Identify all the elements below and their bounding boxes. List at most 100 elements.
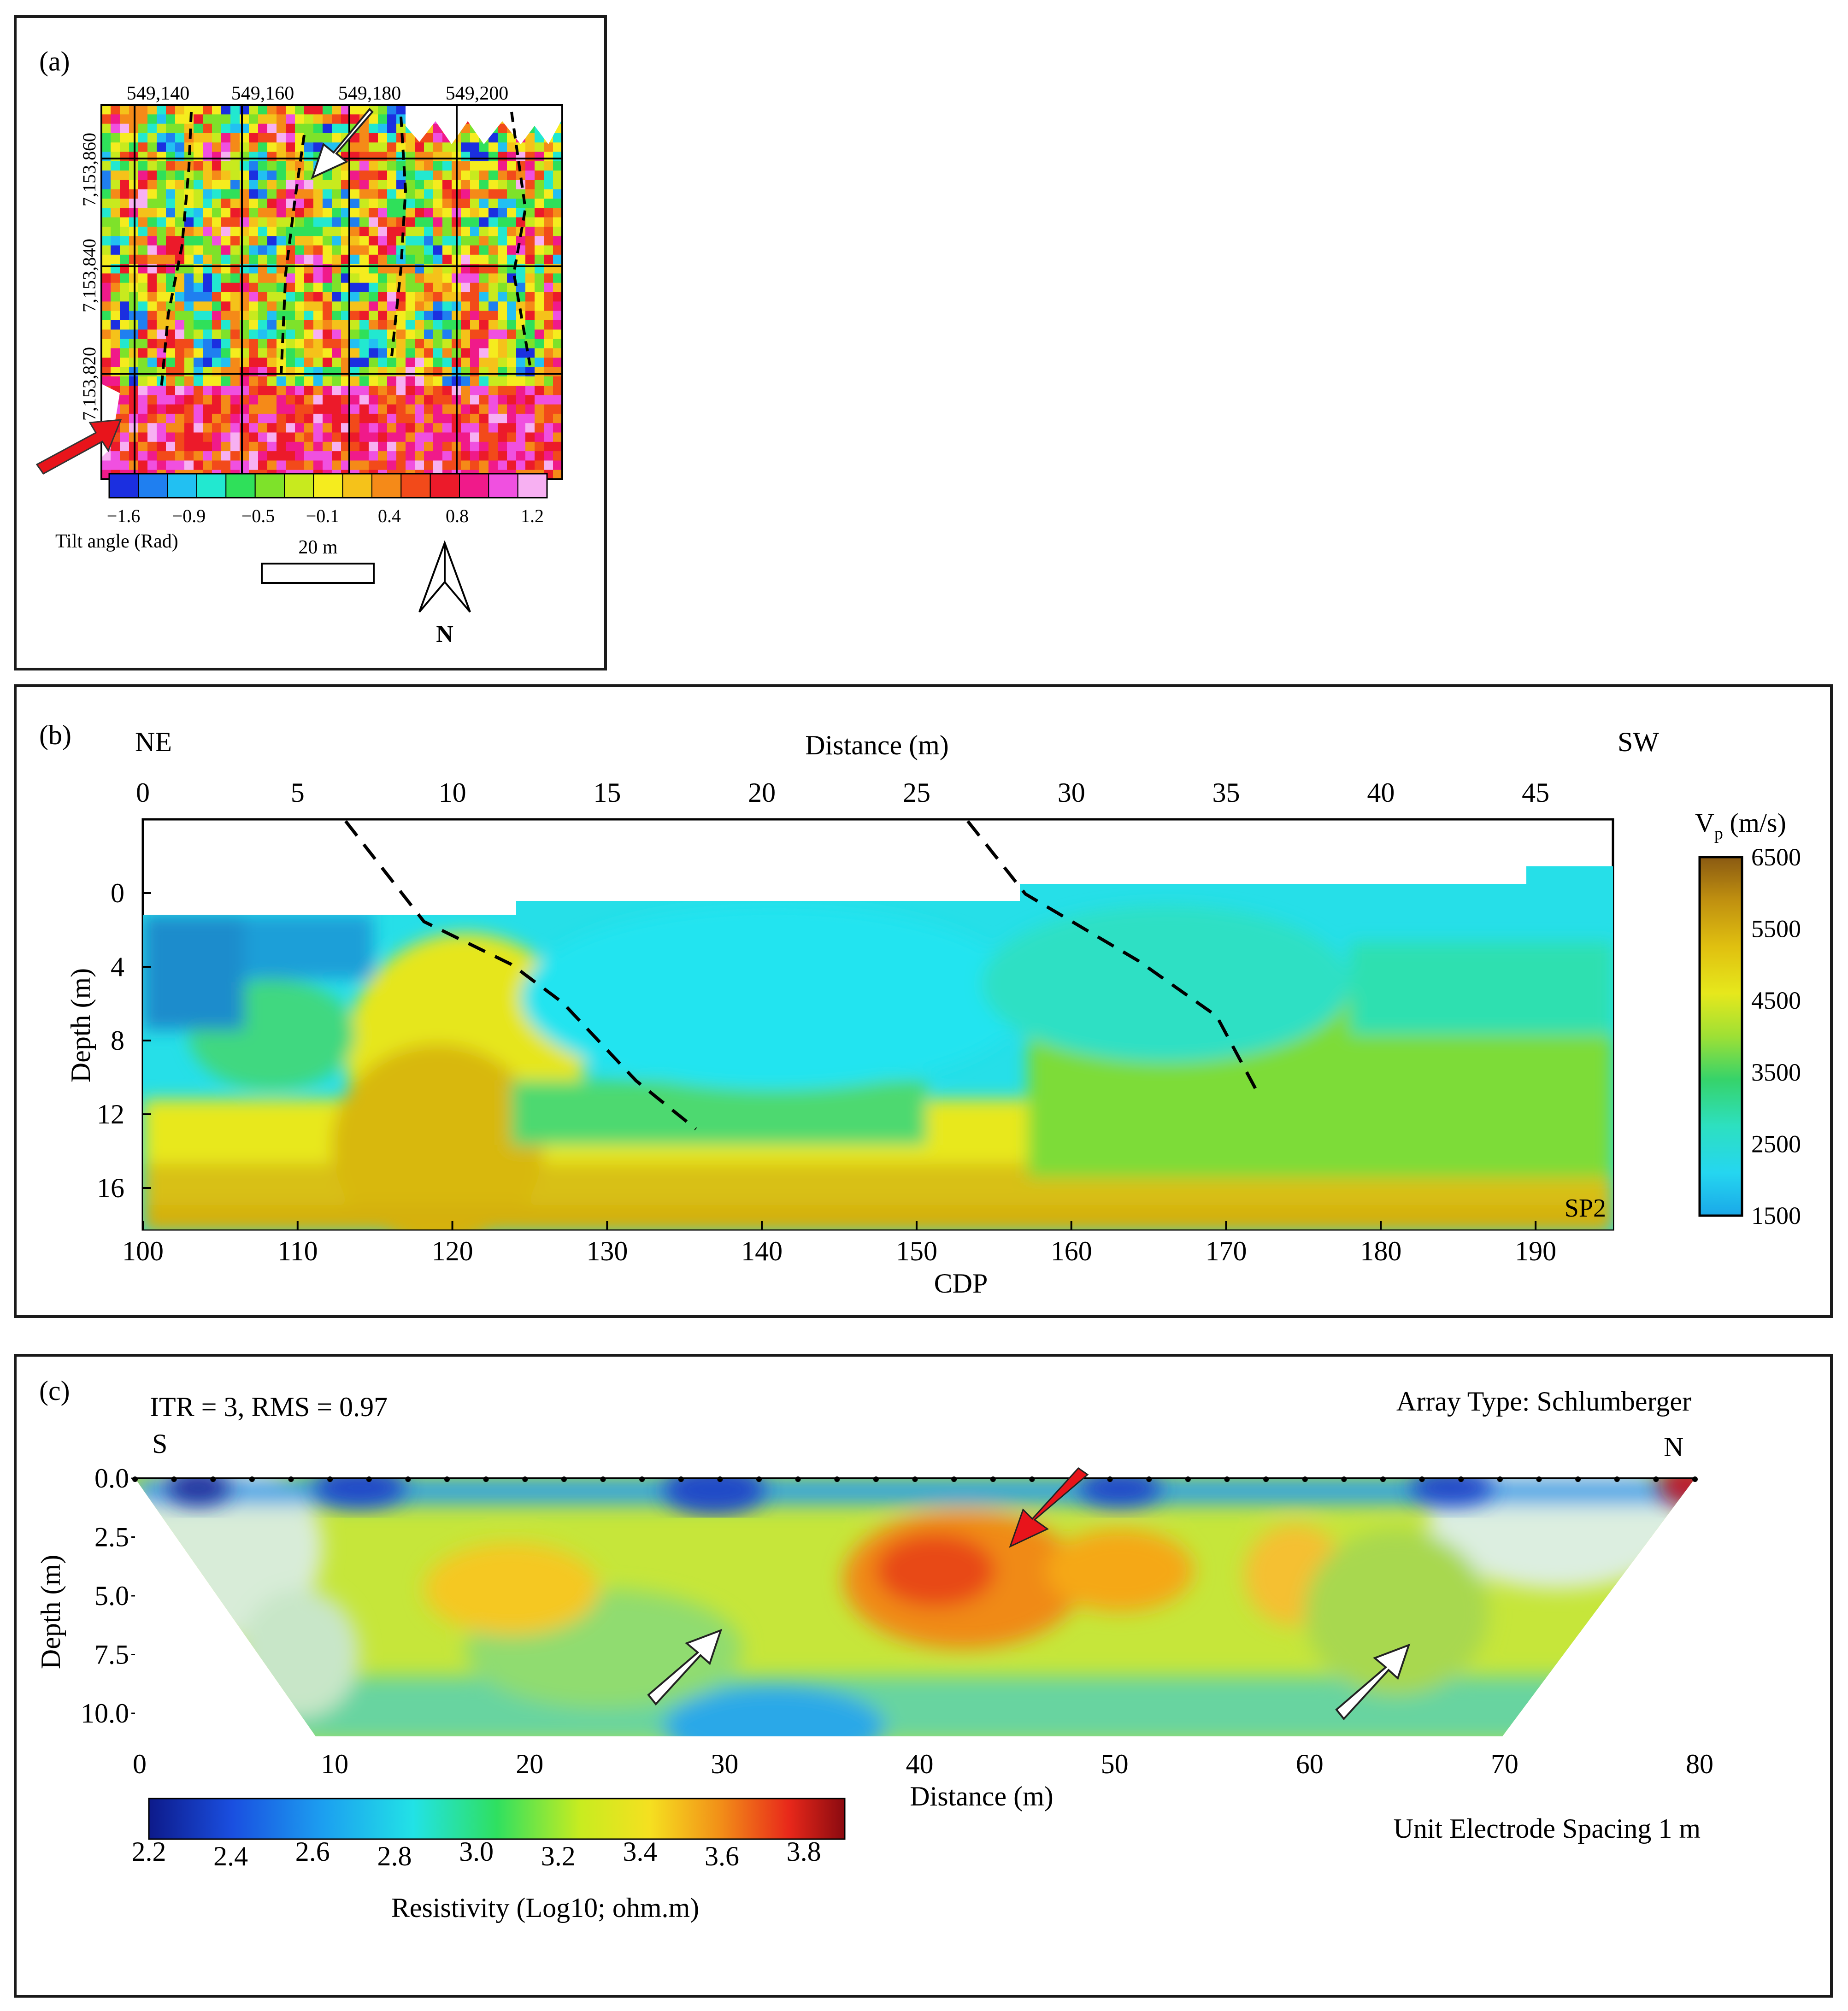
distance-axis-title-c: Distance (m): [910, 1781, 1053, 1811]
vp-colorbar: [1698, 856, 1743, 1217]
tilt-colorbar-swatch: [109, 473, 139, 498]
y-tick-7153840: 7,153,840: [79, 239, 100, 312]
south-label: S: [152, 1429, 167, 1459]
distance-tick-label: 15: [593, 777, 621, 808]
electrode-marker: [1692, 1476, 1698, 1482]
vp-colorbar-tick: 6500: [1751, 843, 1801, 871]
depth-tick-label-b: 16: [97, 1173, 124, 1203]
x-tick-549160: 549,160: [231, 83, 294, 104]
distance-tick-label-c: 40: [906, 1749, 934, 1779]
electrode-marker: [1146, 1476, 1152, 1482]
vp-colorbar-tick: 1500: [1751, 1202, 1801, 1229]
electrode-marker: [171, 1476, 177, 1482]
lineament-1: [160, 112, 193, 389]
electrode-marker: [1341, 1476, 1347, 1482]
electrode-marker: [1419, 1476, 1425, 1482]
distance-axis-title: Distance (m): [805, 730, 949, 760]
vp-colorbar-tick: 5500: [1751, 915, 1801, 943]
electrode-marker: [1536, 1476, 1542, 1482]
depth-tick-label-b: 4: [111, 952, 124, 982]
electrode-marker: [912, 1476, 918, 1482]
y-tick-7153820: 7,153,820: [79, 347, 100, 421]
electrode-marker: [444, 1476, 450, 1482]
north-label: N: [436, 621, 453, 647]
x-tick-549200: 549,200: [446, 83, 509, 104]
cdp-tick-label: 100: [122, 1236, 164, 1266]
depth-tick-label-b: 0: [111, 878, 124, 908]
distance-tick-label-c: 10: [321, 1749, 348, 1779]
resistivity-colorbar: [148, 1798, 846, 1840]
white-arrow-left-icon: [647, 1629, 723, 1706]
lineament-3: [390, 116, 407, 357]
electrodes: [132, 1476, 1698, 1482]
cdp-tick-label: 130: [586, 1236, 628, 1266]
electrode-marker: [561, 1476, 567, 1482]
electrode-marker: [1497, 1476, 1503, 1482]
electrode-marker: [678, 1476, 684, 1482]
boundary-line-1: [344, 820, 697, 1130]
distance-tick-label: 45: [1522, 777, 1549, 808]
tilt-colorbar-swatch: [254, 473, 285, 498]
resistivity-colorbar-tick: 2.2: [132, 1836, 166, 1867]
tilt-colorbar-swatch: [225, 473, 256, 498]
tilt-colorbar-swatch: [371, 473, 402, 498]
distance-tick-label-c: 50: [1101, 1749, 1129, 1779]
resistivity-colorbar-tick: 3.8: [787, 1836, 821, 1867]
velocity-section-figure: (b) NE SW Distance (m) 0 5 10 15 20 25 30 35 40 4…: [39, 720, 1801, 1299]
array-type: Array Type: Schlumberger: [1396, 1386, 1691, 1417]
electrode-marker: [1380, 1476, 1386, 1482]
electrode-marker: [1263, 1476, 1269, 1482]
cdp-ticks: 100 110 120 130 140 150 160 170 180 190: [122, 1221, 1556, 1266]
electrode-marker: [873, 1476, 879, 1482]
electrode-marker: [1653, 1476, 1659, 1482]
panel-b-label: (b): [39, 720, 71, 750]
north-end-label: N: [1664, 1432, 1683, 1462]
cdp-tick-label: 160: [1051, 1236, 1092, 1266]
electrode-marker: [1302, 1476, 1308, 1482]
resistivity-colorbar-tick: 3.0: [459, 1836, 494, 1867]
vp-colorbar-tick: 3500: [1751, 1058, 1801, 1086]
distance-tick-label: 35: [1212, 777, 1240, 808]
panel-a-label: (a): [39, 46, 70, 76]
map-grid: [100, 104, 563, 480]
depth-ticks-b: 0 4 8 12 16: [97, 878, 151, 1203]
tilt-colorbar-ticks: −1.6 −0.9 −0.5 −0.1 0.4 0.8 1.2: [107, 506, 544, 526]
cbar-a-tick-0: −1.6: [107, 506, 141, 526]
cbar-a-tick-6: 1.2: [521, 506, 544, 526]
electrode-marker: [249, 1476, 255, 1482]
sw-label: SW: [1618, 727, 1659, 757]
depth-tick-label-b: 8: [111, 1025, 124, 1056]
tilt-colorbar-swatch: [488, 473, 518, 498]
velocity-field: [143, 866, 1613, 1229]
distance-ticks-c: 0 10 20 30 40 50 60 70 80: [133, 1749, 1713, 1779]
cdp-tick-label: 110: [277, 1236, 318, 1266]
tilt-colorbar-swatch: [196, 473, 227, 498]
electrode-marker: [834, 1476, 840, 1482]
distance-tick-label: 20: [748, 777, 776, 808]
vp-colorbar-title: Vp (m/s): [1695, 808, 1786, 843]
resistivity-colorbar-tick: 2.4: [213, 1841, 248, 1871]
tilt-angle-map-figure: (a) 549,140 549,160 549,180 549,200 7,15…: [35, 46, 563, 647]
resistivity-colorbar-tick: 3.6: [705, 1841, 739, 1871]
depth-tick-label-b: 12: [97, 1099, 124, 1129]
electrode-marker: [756, 1476, 762, 1482]
distance-tick-label-c: 30: [711, 1749, 738, 1779]
cdp-tick-label: 140: [741, 1236, 783, 1266]
tilt-colorbar-swatch: [459, 473, 489, 498]
distance-tick-label: 25: [903, 777, 930, 808]
boundary-line-2: [966, 820, 1260, 1094]
tilt-colorbar: [109, 473, 547, 498]
depth-tick-label-c: 10.0: [81, 1698, 129, 1729]
x-tick-549180: 549,180: [338, 83, 401, 104]
white-arrow-right-icon: [1335, 1643, 1411, 1721]
vp-colorbar-tick: 4500: [1751, 987, 1801, 1014]
depth-tick-label-c: 7.5: [94, 1640, 129, 1670]
cbar-a-tick-4: 0.4: [378, 506, 401, 526]
depth-axis-title-b: Depth (m): [65, 968, 96, 1082]
electrode-marker: [210, 1476, 216, 1482]
cdp-tick-label: 150: [896, 1236, 937, 1266]
depth-tick-label-c: 0.0: [94, 1463, 129, 1494]
distance-tick-label: 10: [439, 777, 466, 808]
resistivity-section-figure: (c) ITR = 3, RMS = 0.97 Array Type: Schl…: [35, 1376, 1713, 1923]
distance-tick-label-c: 0: [133, 1749, 147, 1779]
